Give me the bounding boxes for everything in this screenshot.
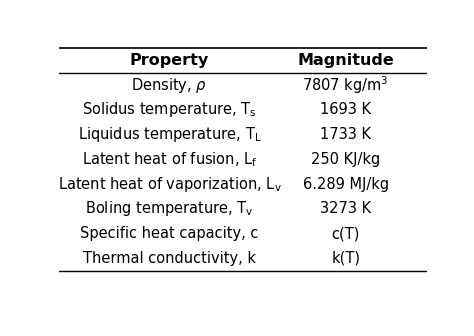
Text: Solidus temperature, T$_\mathregular{s}$: Solidus temperature, T$_\mathregular{s}$ (82, 100, 257, 120)
Text: Density, $\rho$: Density, $\rho$ (131, 76, 208, 95)
Text: Thermal conductivity, k: Thermal conductivity, k (83, 251, 256, 266)
Text: 1693 K: 1693 K (320, 102, 371, 118)
Text: Latent heat of vaporization, L$_\mathregular{v}$: Latent heat of vaporization, L$_\mathreg… (57, 175, 282, 194)
Text: Specific heat capacity, c: Specific heat capacity, c (80, 226, 259, 241)
Text: k(T): k(T) (331, 251, 360, 266)
Text: Magnitude: Magnitude (297, 53, 394, 68)
Text: 1733 K: 1733 K (320, 127, 371, 142)
Text: 3273 K: 3273 K (320, 202, 371, 216)
Text: 6.289 MJ/kg: 6.289 MJ/kg (303, 177, 389, 192)
Text: Property: Property (130, 53, 209, 68)
Text: c(T): c(T) (332, 226, 360, 241)
Text: Liquidus temperature, T$_\mathregular{L}$: Liquidus temperature, T$_\mathregular{L}… (78, 125, 261, 144)
Text: Boling temperature, T$_\mathregular{v}$: Boling temperature, T$_\mathregular{v}$ (85, 200, 254, 218)
Text: 250 KJ/kg: 250 KJ/kg (311, 152, 381, 167)
Text: 7807 kg/m$^3$: 7807 kg/m$^3$ (302, 74, 389, 96)
Text: Latent heat of fusion, L$_\mathregular{f}$: Latent heat of fusion, L$_\mathregular{f… (82, 150, 257, 169)
